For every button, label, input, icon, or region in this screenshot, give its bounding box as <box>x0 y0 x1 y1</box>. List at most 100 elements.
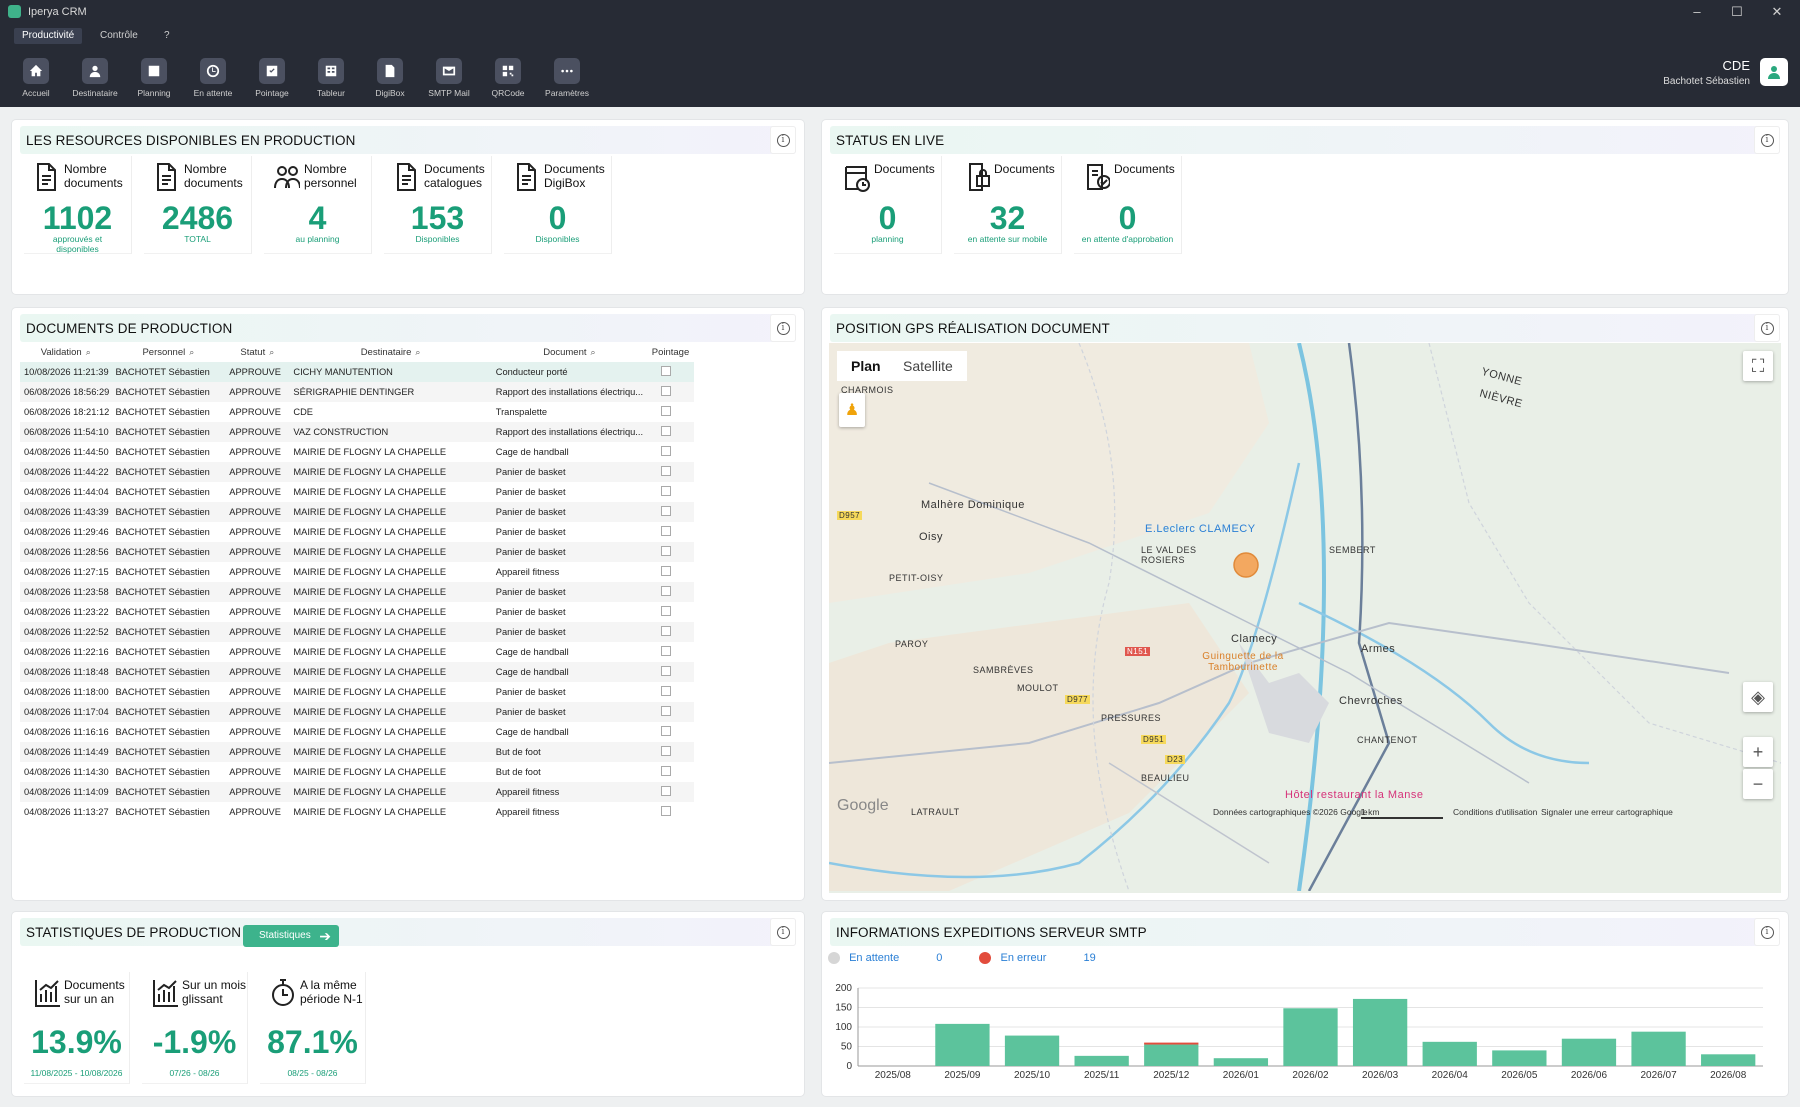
clock-icon <box>200 58 226 84</box>
search-icon[interactable]: ⌕ <box>590 346 596 357</box>
table-row[interactable]: 04/08/2026 11:22:16 BACHOTET Sébastien APP… <box>20 642 694 662</box>
table-row[interactable]: 04/08/2026 11:43:39 BACHOTET Sébastien APP… <box>20 502 694 522</box>
search-icon[interactable]: ⌕ <box>415 346 421 357</box>
table-row[interactable]: 06/08/2026 11:54:10 BACHOTET Sébastien APP… <box>20 422 694 442</box>
pointage-checkbox[interactable] <box>661 386 672 396</box>
pointage-checkbox[interactable] <box>661 506 672 516</box>
tool-digibox[interactable]: DigiBox <box>360 58 420 98</box>
pointage-checkbox[interactable] <box>661 406 672 416</box>
pointage-checkbox[interactable] <box>661 366 672 376</box>
pointage-checkbox[interactable] <box>661 646 672 656</box>
table-row[interactable]: 04/08/2026 11:44:04 BACHOTET Sébastien APP… <box>20 482 694 502</box>
smtp-info-button[interactable]: i <box>1754 918 1780 946</box>
tool-parametres[interactable]: Paramètres <box>537 58 597 98</box>
table-cell: 04/08/2026 11:17:04 <box>20 702 112 722</box>
table-row[interactable]: 04/08/2026 11:22:52 BACHOTET Sébastien APP… <box>20 622 694 642</box>
info-icon: i <box>1760 925 1774 939</box>
pointage-checkbox[interactable] <box>661 526 672 536</box>
tool-en-attente[interactable]: En attente <box>183 58 243 98</box>
col-personnel[interactable]: Personnel ⌕ <box>142 346 195 358</box>
table-row[interactable]: 04/08/2026 11:14:30 BACHOTET Sébastien APP… <box>20 762 694 782</box>
table-row[interactable]: 06/08/2026 18:21:12 BACHOTET Sébastien APP… <box>20 402 694 422</box>
tool-accueil[interactable]: Accueil <box>6 58 66 98</box>
tool-smtp-mail[interactable]: SMTP Mail <box>419 58 479 98</box>
map-label: PRESSURES <box>1101 713 1162 723</box>
resources-info-button[interactable]: i <box>770 126 796 154</box>
fullscreen-icon[interactable]: ⛶ <box>1743 351 1773 381</box>
table-row[interactable]: 04/08/2026 11:18:00 BACHOTET Sébastien APP… <box>20 682 694 702</box>
pointage-checkbox[interactable] <box>661 726 672 736</box>
live-info-button[interactable]: i <box>1754 126 1780 154</box>
map-rotate-icon[interactable]: ◈ <box>1743 682 1773 712</box>
table-row[interactable]: 10/08/2026 11:21:39 BACHOTET Sébastien APP… <box>20 362 694 382</box>
pointage-checkbox[interactable] <box>661 606 672 616</box>
table-row[interactable]: 04/08/2026 11:16:16 BACHOTET Sébastien APP… <box>20 722 694 742</box>
search-icon[interactable]: ⌕ <box>85 346 91 357</box>
map-tab-plan[interactable]: Plan <box>837 351 895 381</box>
table-row[interactable]: 04/08/2026 11:13:27 BACHOTET Sébastien APP… <box>20 802 694 822</box>
tool-planning[interactable]: Planning <box>124 58 184 98</box>
road-label: D957 <box>837 511 863 520</box>
table-row[interactable]: 04/08/2026 11:44:22 BACHOTET Sébastien APP… <box>20 462 694 482</box>
gps-info-button[interactable]: i <box>1754 314 1780 342</box>
tool-tableur[interactable]: Tableur <box>301 58 361 98</box>
col-statut[interactable]: Statut ⌕ <box>240 346 275 358</box>
table-row[interactable]: 04/08/2026 11:14:49 BACHOTET Sébastien APP… <box>20 742 694 762</box>
resource-card-value: 2486 <box>161 200 234 236</box>
zoom-in-button[interactable]: + <box>1743 737 1773 767</box>
map-terms-link[interactable]: Conditions d'utilisation <box>1453 807 1538 817</box>
search-icon[interactable]: ⌕ <box>189 346 195 357</box>
docs-info-button[interactable]: i <box>770 314 796 342</box>
street-view-icon[interactable]: ♟ <box>839 393 865 427</box>
pointage-checkbox[interactable] <box>661 786 672 796</box>
table-row[interactable]: 04/08/2026 11:44:50 BACHOTET Sébastien APP… <box>20 442 694 462</box>
table-row[interactable]: 04/08/2026 11:23:58 BACHOTET Sébastien APP… <box>20 582 694 602</box>
minimize-button[interactable]: – <box>1693 4 1701 19</box>
pointage-checkbox[interactable] <box>661 746 672 756</box>
pointage-checkbox[interactable] <box>661 446 672 456</box>
map-tab-satellite[interactable]: Satellite <box>889 351 967 381</box>
avatar[interactable] <box>1760 58 1788 86</box>
menu-help[interactable]: ? <box>164 30 170 41</box>
table-cell: MAIRIE DE FLOGNY LA CHAPELLE <box>289 622 492 642</box>
col-document[interactable]: Document ⌕ <box>543 346 596 358</box>
pointage-checkbox[interactable] <box>661 766 672 776</box>
pointage-checkbox[interactable] <box>661 686 672 696</box>
tool-destinataire[interactable]: Destinataire <box>65 58 125 98</box>
col-pointage[interactable]: Pointage <box>651 346 690 358</box>
map[interactable]: Plan Satellite ♟ ⛶ ◈ + − CHARMOIS Malhèr… <box>829 343 1781 893</box>
tool-pointage[interactable]: Pointage <box>242 58 302 98</box>
map-report-link[interactable]: Signaler une erreur cartographique <box>1541 807 1673 817</box>
table-row[interactable]: 04/08/2026 11:17:04 BACHOTET Sébastien APP… <box>20 702 694 722</box>
table-row[interactable]: 04/08/2026 11:14:09 BACHOTET Sébastien APP… <box>20 782 694 802</box>
table-row[interactable]: 04/08/2026 11:29:46 BACHOTET Sébastien APP… <box>20 522 694 542</box>
menu-controle[interactable]: Contrôle <box>100 30 138 41</box>
search-icon[interactable]: ⌕ <box>269 346 275 357</box>
tool-qrcode[interactable]: QRCode <box>478 58 538 98</box>
pointage-checkbox[interactable] <box>661 706 672 716</box>
pointage-checkbox[interactable] <box>661 566 672 576</box>
menu-productivite[interactable]: Productivité <box>14 28 83 44</box>
pointage-checkbox[interactable] <box>661 466 672 476</box>
table-row[interactable]: 04/08/2026 11:27:15 BACHOTET Sébastien APP… <box>20 562 694 582</box>
table-row[interactable]: 04/08/2026 11:28:56 BACHOTET Sébastien APP… <box>20 542 694 562</box>
pointage-checkbox[interactable] <box>661 626 672 636</box>
pointage-checkbox[interactable] <box>661 426 672 436</box>
table-row[interactable]: 04/08/2026 11:18:48 BACHOTET Sébastien APP… <box>20 662 694 682</box>
table-row[interactable]: 06/08/2026 18:56:29 BACHOTET Sébastien APP… <box>20 382 694 402</box>
table-row[interactable]: 04/08/2026 11:23:22 BACHOTET Sébastien APP… <box>20 602 694 622</box>
pointage-checkbox[interactable] <box>661 546 672 556</box>
zoom-out-button[interactable]: − <box>1743 769 1773 799</box>
pointage-checkbox[interactable] <box>661 666 672 676</box>
pointage-checkbox[interactable] <box>661 486 672 496</box>
maximize-button[interactable]: ☐ <box>1731 4 1743 19</box>
chart-icon <box>152 978 178 1008</box>
toolbar: Accueil Destinataire Planning En attente… <box>0 46 1800 107</box>
col-validation[interactable]: Validation ⌕ <box>40 346 91 358</box>
close-button[interactable]: ✕ <box>1771 4 1783 19</box>
statistiques-button[interactable]: Statistiques ➔ <box>243 925 339 947</box>
col-destinataire[interactable]: Destinataire ⌕ <box>360 346 421 358</box>
pointage-checkbox[interactable] <box>661 586 672 596</box>
stats-info-button[interactable]: i <box>770 918 796 946</box>
pointage-checkbox[interactable] <box>661 806 672 816</box>
